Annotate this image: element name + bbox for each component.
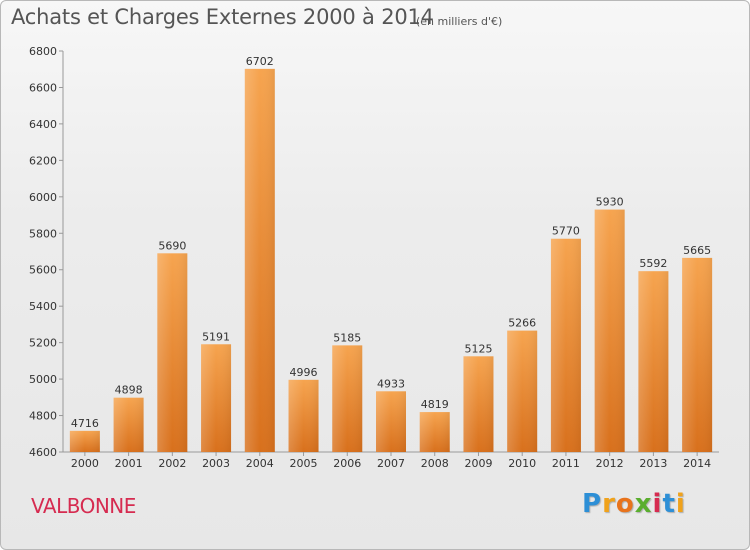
x-tick-label: 2011 — [552, 457, 580, 470]
bar-shade — [157, 253, 188, 452]
logo-letter: t — [662, 489, 676, 519]
logo-letter: o — [615, 489, 635, 519]
x-tick-label: 2012 — [596, 457, 624, 470]
bar-shade — [594, 209, 625, 452]
x-tick-label: 2000 — [71, 457, 99, 470]
logo-letter: i — [652, 489, 663, 519]
bar-shade — [419, 412, 450, 452]
value-label: 5185 — [333, 331, 361, 344]
x-tick-label: 2003 — [202, 457, 230, 470]
x-tick-label: 2009 — [464, 457, 492, 470]
bar-shade — [332, 345, 363, 452]
bar-shade — [550, 238, 581, 452]
y-axis: 4600 4800 5000 5200 5400 5600 5800 6000 6200 6400… — [29, 45, 64, 459]
value-label: 4716 — [71, 417, 99, 430]
x-tick-label: 2006 — [333, 457, 361, 470]
x-axis: 2000 2001 2002 2003 2004 2005 2006 2007 2008 2009… — [63, 451, 719, 470]
value-label: 5266 — [508, 317, 536, 330]
bar-shade — [244, 68, 275, 452]
logo-letter: x — [634, 489, 653, 519]
value-label: 5191 — [202, 330, 230, 343]
value-labels: 4716 4898 5690 5191 6702 4996 5185 4933 4819 5125… — [71, 55, 711, 430]
bar-shade — [113, 397, 144, 452]
value-label: 5665 — [683, 244, 711, 257]
x-tick-label: 2002 — [158, 457, 186, 470]
x-tick-label: 2013 — [639, 457, 667, 470]
bar-shade — [69, 430, 100, 452]
value-label: 4898 — [115, 384, 143, 397]
bars — [69, 68, 713, 452]
y-tick-label: 6000 — [29, 191, 57, 204]
value-label: 5125 — [464, 342, 492, 355]
value-label: 5690 — [158, 239, 186, 252]
y-tick-label: 5800 — [29, 227, 57, 240]
bar-shade — [376, 391, 406, 452]
x-tick-label: 2014 — [683, 457, 711, 470]
x-tick-label: 2010 — [508, 457, 536, 470]
y-tick-label: 5600 — [29, 264, 57, 277]
value-label: 5930 — [596, 196, 624, 209]
logo-letter: i — [675, 489, 686, 519]
value-label: 4996 — [290, 366, 318, 379]
y-tick-label: 4600 — [29, 446, 57, 459]
commune-name: VALBONNE — [31, 494, 136, 518]
x-tick-label: 2007 — [377, 457, 405, 470]
y-tick-label: 4800 — [29, 410, 57, 423]
value-label: 4819 — [421, 398, 449, 411]
value-label: 6702 — [246, 55, 274, 68]
value-label: 4933 — [377, 377, 405, 390]
x-tick-label: 2004 — [246, 457, 274, 470]
value-label: 5770 — [552, 225, 580, 238]
x-tick-label: 2008 — [421, 457, 449, 470]
logo-letter: r — [602, 489, 616, 519]
y-tick-label: 6400 — [29, 118, 57, 131]
y-tick-label: 6200 — [29, 154, 57, 167]
x-tick-label: 2005 — [290, 457, 318, 470]
bar-shade — [288, 379, 319, 452]
y-tick-label: 6600 — [29, 81, 57, 94]
y-tick-label: 5000 — [29, 373, 57, 386]
bar-shade — [201, 344, 232, 452]
chart-subtitle: (en milliers d'€) — [416, 15, 503, 28]
value-label: 5592 — [639, 257, 667, 270]
bar-shade — [638, 271, 669, 452]
x-tick-label: 2001 — [115, 457, 143, 470]
bar-shade — [682, 257, 713, 452]
y-tick-label: 6800 — [29, 45, 57, 58]
chart-title: Achats et Charges Externes 2000 à 2014 — [11, 5, 434, 29]
proxiti-logo[interactable]: Proxiti — [582, 489, 686, 519]
y-tick-label: 5200 — [29, 337, 57, 350]
logo-letter: P — [582, 489, 603, 519]
bar-shade — [507, 330, 538, 452]
y-tick-label: 5400 — [29, 300, 57, 313]
bar-shade — [463, 356, 494, 452]
